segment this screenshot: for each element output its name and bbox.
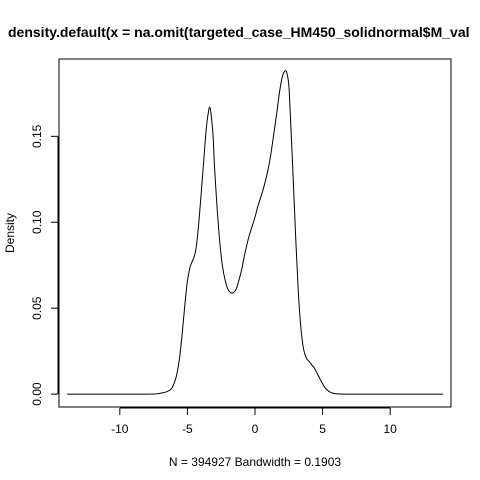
- x-tick-label: 10: [383, 422, 397, 436]
- x-tick-label: -5: [182, 422, 193, 436]
- x-axis-label: N = 394927 Bandwidth = 0.1903: [169, 455, 341, 469]
- chart-title: density.default(x = na.omit(targeted_cas…: [8, 24, 470, 40]
- y-tick-label: 0.10: [30, 210, 44, 234]
- density-curve: [67, 70, 443, 395]
- y-axis-label: Density: [3, 213, 17, 253]
- x-tick-label: 5: [319, 422, 326, 436]
- y-tick-label: 0.00: [30, 382, 44, 406]
- x-tick-label: 0: [252, 422, 259, 436]
- y-axis: 0.00 0.05 0.10 0.15: [30, 124, 59, 406]
- y-tick-label: 0.15: [30, 124, 44, 148]
- x-axis: -10 -5 0 5 10: [111, 407, 397, 436]
- plot-frame: [58, 58, 452, 408]
- y-tick-label: 0.05: [30, 296, 44, 320]
- x-tick-label: -10: [111, 422, 129, 436]
